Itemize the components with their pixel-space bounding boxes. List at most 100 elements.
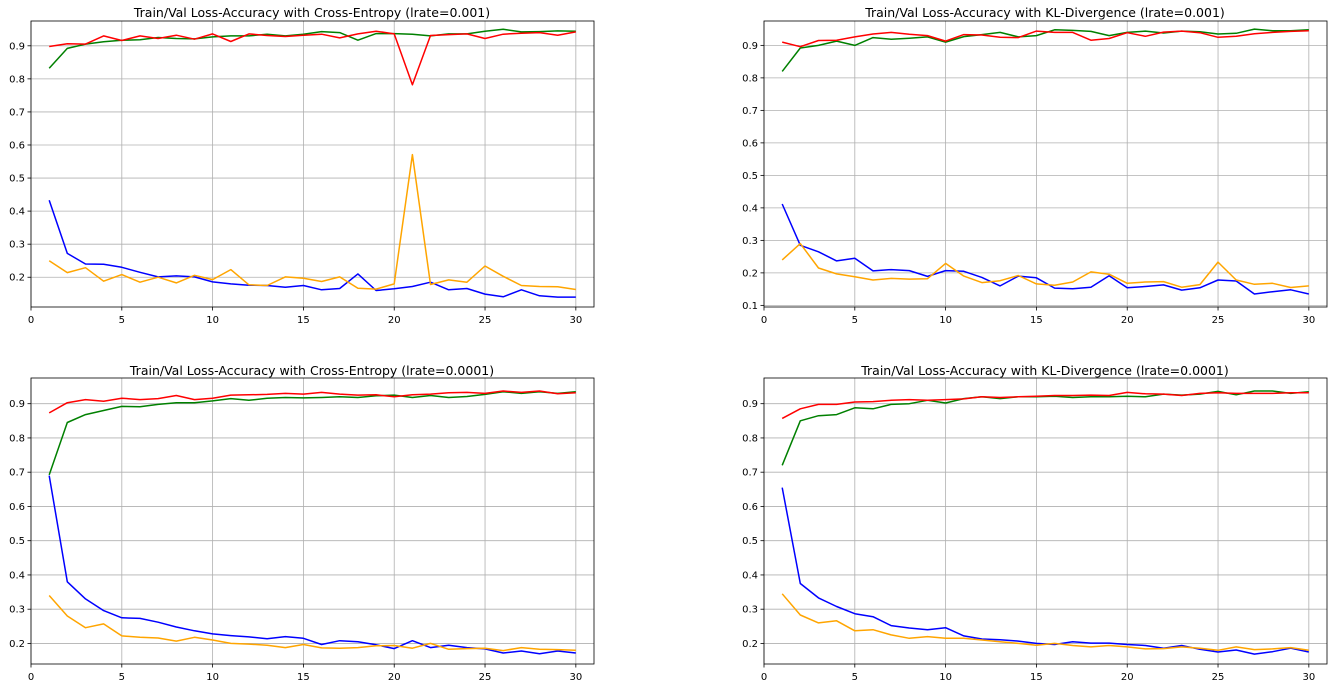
y-tick-label: 0.6 (9, 140, 25, 151)
x-tick-label: 5 (119, 315, 125, 326)
y-tick-label: 0.8 (9, 433, 25, 444)
x-tick-label: 10 (206, 315, 219, 326)
x-tick-label: 25 (1212, 315, 1225, 326)
y-tick-label: 0.7 (9, 107, 25, 118)
y-tick-label: 0.7 (742, 468, 758, 479)
subplot-kl-divergence-lr-0.001: Train/Val Loss-Accuracy with KL-Divergen… (742, 5, 1328, 326)
series-line-0 (48, 390, 576, 476)
series-line-2 (48, 199, 576, 298)
grid (30, 21, 594, 307)
series-group (781, 28, 1309, 295)
y-tick-label: 0.4 (9, 207, 25, 218)
x-axis: 0 5 10 15 20 25 30 (28, 664, 582, 683)
y-tick-label: 0.4 (742, 570, 758, 581)
series-line-1 (782, 30, 1309, 48)
plot-frame (30, 377, 595, 665)
x-tick-label: 20 (388, 672, 401, 683)
x-tick-label: 25 (479, 315, 492, 326)
x-tick-label: 25 (1212, 672, 1225, 683)
y-tick-label: 0.4 (742, 203, 758, 214)
y-tick-label: 0.9 (742, 399, 758, 410)
x-tick-label: 10 (939, 672, 952, 683)
y-tick-label: 0.6 (742, 502, 758, 513)
y-tick-label: 0.8 (742, 73, 758, 84)
y-axis: 0.2 0.3 0.4 0.5 0.6 0.7 0.8 0.9 (742, 399, 764, 650)
x-tick-label: 0 (761, 315, 767, 326)
subplot-title: Train/Val Loss-Accuracy with Cross-Entro… (133, 5, 490, 20)
y-tick-label: 0.1 (742, 301, 758, 312)
grid (763, 21, 1327, 307)
y-tick-label: 0.9 (9, 41, 25, 52)
x-tick-label: 15 (1030, 672, 1043, 683)
series-line-0 (781, 28, 1309, 72)
x-tick-label: 30 (1302, 672, 1315, 683)
y-tick-label: 0.7 (9, 468, 25, 479)
subplot-title: Train/Val Loss-Accuracy with KL-Divergen… (860, 363, 1229, 378)
y-axis: 0.2 0.3 0.4 0.5 0.6 0.7 0.8 0.9 (9, 399, 31, 650)
series-line-3 (781, 593, 1309, 652)
y-tick-label: 0.3 (742, 236, 758, 247)
series-line-3 (48, 153, 576, 291)
y-axis: 0.2 0.3 0.4 0.5 0.6 0.7 0.8 0.9 (9, 41, 31, 284)
subplot-kl-divergence-lr-0.0001: Train/Val Loss-Accuracy with KL-Divergen… (742, 363, 1328, 683)
series-line-2 (48, 475, 576, 655)
y-tick-label: 0.9 (9, 399, 25, 410)
x-tick-label: 20 (388, 315, 401, 326)
x-tick-label: 30 (569, 672, 582, 683)
series-line-2 (781, 203, 1309, 295)
y-tick-label: 0.6 (742, 138, 758, 149)
grid (30, 378, 594, 664)
y-tick-label: 0.3 (742, 605, 758, 616)
x-tick-label: 15 (297, 315, 310, 326)
series-line-1 (49, 30, 576, 86)
y-axis: 0.1 0.2 0.3 0.4 0.5 0.6 0.7 0.8 0.9 (742, 41, 764, 312)
plot-frame (763, 20, 1328, 308)
y-tick-label: 0.3 (9, 605, 25, 616)
y-tick-label: 0.5 (9, 536, 25, 547)
series-line-3 (48, 595, 576, 652)
plot-frame (763, 377, 1328, 665)
series-line-3 (781, 242, 1309, 289)
x-tick-label: 0 (761, 672, 767, 683)
y-tick-label: 0.8 (742, 433, 758, 444)
subplot-cross-entropy-lr-0.001: Train/Val Loss-Accuracy with Cross-Entro… (9, 5, 595, 326)
x-tick-label: 5 (852, 672, 858, 683)
subplot-cross-entropy-lr-0.0001: Train/Val Loss-Accuracy with Cross-Entro… (9, 363, 595, 683)
y-tick-label: 0.2 (742, 268, 758, 279)
x-axis: 0 5 10 15 20 25 30 (28, 307, 582, 326)
grid (763, 378, 1327, 664)
y-tick-label: 0.2 (9, 273, 25, 284)
x-tick-label: 20 (1121, 672, 1134, 683)
series-group (48, 390, 576, 655)
x-tick-label: 15 (297, 672, 310, 683)
y-tick-label: 0.5 (742, 536, 758, 547)
x-tick-label: 30 (569, 315, 582, 326)
series-line-1 (781, 391, 1309, 420)
y-tick-label: 0.5 (9, 174, 25, 185)
x-axis: 0 5 10 15 20 25 30 (761, 664, 1315, 683)
series-group (48, 28, 576, 298)
series-group (781, 390, 1309, 655)
y-tick-label: 0.2 (9, 639, 25, 650)
y-tick-label: 0.3 (9, 240, 25, 251)
y-tick-label: 0.7 (742, 106, 758, 117)
y-tick-label: 0.4 (9, 570, 25, 581)
y-tick-label: 0.9 (742, 41, 758, 52)
series-line-1 (48, 390, 576, 414)
x-tick-label: 0 (28, 672, 34, 683)
x-tick-label: 15 (1030, 315, 1043, 326)
subplot-title: Train/Val Loss-Accuracy with KL-Divergen… (864, 5, 1225, 20)
y-tick-label: 0.6 (9, 502, 25, 513)
plot-frame (30, 20, 595, 308)
y-tick-label: 0.8 (9, 74, 25, 85)
y-tick-label: 0.2 (742, 639, 758, 650)
x-tick-label: 5 (852, 315, 858, 326)
series-line-0 (48, 28, 576, 69)
x-tick-label: 0 (28, 315, 34, 326)
x-tick-label: 30 (1302, 315, 1315, 326)
x-tick-label: 10 (939, 315, 952, 326)
y-tick-label: 0.5 (742, 171, 758, 182)
subplot-title: Train/Val Loss-Accuracy with Cross-Entro… (129, 363, 494, 378)
x-tick-label: 20 (1121, 315, 1134, 326)
